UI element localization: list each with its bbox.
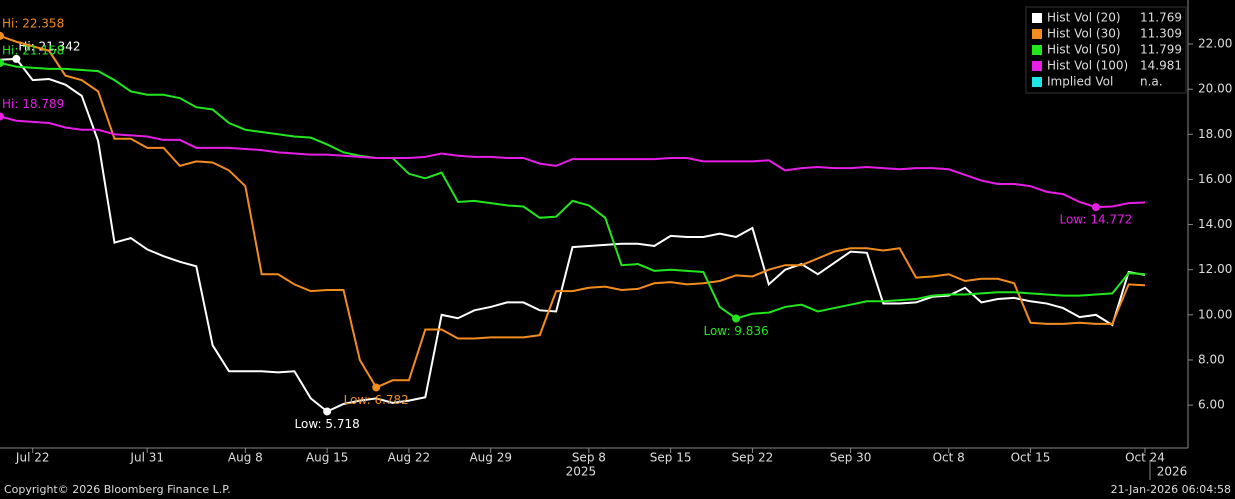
extreme-label: Hi: 18.789 [2,97,64,111]
timestamp: 21-Jan-2026 06:04:58 [1111,483,1231,496]
extreme-marker [323,407,332,416]
extreme-label: Low: 5.718 [295,417,360,431]
x-tick-label: Sep 15 [650,451,692,465]
x-tick-label: Aug 15 [306,451,349,465]
y-tick-label: 14.00 [1198,217,1232,231]
extreme-marker [1091,203,1100,212]
extreme-marker [0,31,4,40]
series-line [0,62,1146,320]
extreme-label: Hi: 21.158 [2,44,64,58]
x-tick-label: Aug 22 [388,451,431,465]
x-tick-label: Oct 24 [1125,451,1165,465]
year-label: 2025 [566,465,597,479]
year-label: 2026 [1157,465,1188,479]
x-tick-label: Sep 30 [830,451,872,465]
extreme-marker [0,112,4,121]
legend-swatch [1032,29,1042,39]
legend-value: 11.309 [1140,27,1182,41]
legend-value: 14.981 [1140,59,1182,73]
y-tick-label: 18.00 [1198,127,1232,141]
x-tick-label: Aug 8 [228,451,263,465]
legend-label: Hist Vol (50) [1047,43,1121,57]
y-tick-label: 20.00 [1198,82,1232,96]
x-tick-label: Sep 22 [732,451,774,465]
extreme-label: Low: 6.782 [344,393,409,407]
y-tick-label: 10.00 [1198,307,1232,321]
x-tick-label: Oct 15 [1011,451,1051,465]
extreme-label: Hi: 22.358 [2,16,64,30]
series-line [0,115,1146,209]
legend-label: Hist Vol (100) [1047,59,1128,73]
extreme-label: Low: 9.836 [703,324,768,338]
extreme-marker [0,59,4,68]
legend-label: Hist Vol (20) [1047,11,1121,25]
legend-swatch [1032,13,1042,23]
legend-value: n.a. [1140,75,1163,89]
y-tick-label: 16.00 [1198,172,1232,186]
x-tick-label: Jul 22 [15,451,50,465]
copyright: Copyright© 2026 Bloomberg Finance L.P. [4,483,231,496]
extreme-marker [372,383,381,392]
x-tick-label: Jul 31 [129,451,164,465]
extreme-marker [12,54,21,63]
extreme-label: Hi: 21.342 [18,39,80,53]
y-tick-label: 8.00 [1198,352,1225,366]
legend-swatch [1032,77,1042,87]
y-tick-label: 6.00 [1198,398,1225,412]
legend-value: 11.769 [1140,11,1182,25]
extreme-label: Low: 14.772 [1060,213,1133,227]
legend-label: Implied Vol [1047,75,1113,89]
series-line [0,57,1146,413]
x-tick-label: Aug 29 [469,451,512,465]
x-tick-label: Sep 8 [572,451,606,465]
legend-swatch [1032,61,1042,71]
series-line [0,34,1146,389]
y-tick-label: 22.00 [1198,37,1232,51]
extreme-marker [732,314,741,323]
x-tick-label: Oct 8 [933,451,965,465]
legend-label: Hist Vol (30) [1047,27,1121,41]
legend-swatch [1032,45,1042,55]
legend-value: 11.799 [1140,43,1182,57]
y-tick-label: 12.00 [1198,262,1232,276]
legend-box [1025,6,1187,94]
